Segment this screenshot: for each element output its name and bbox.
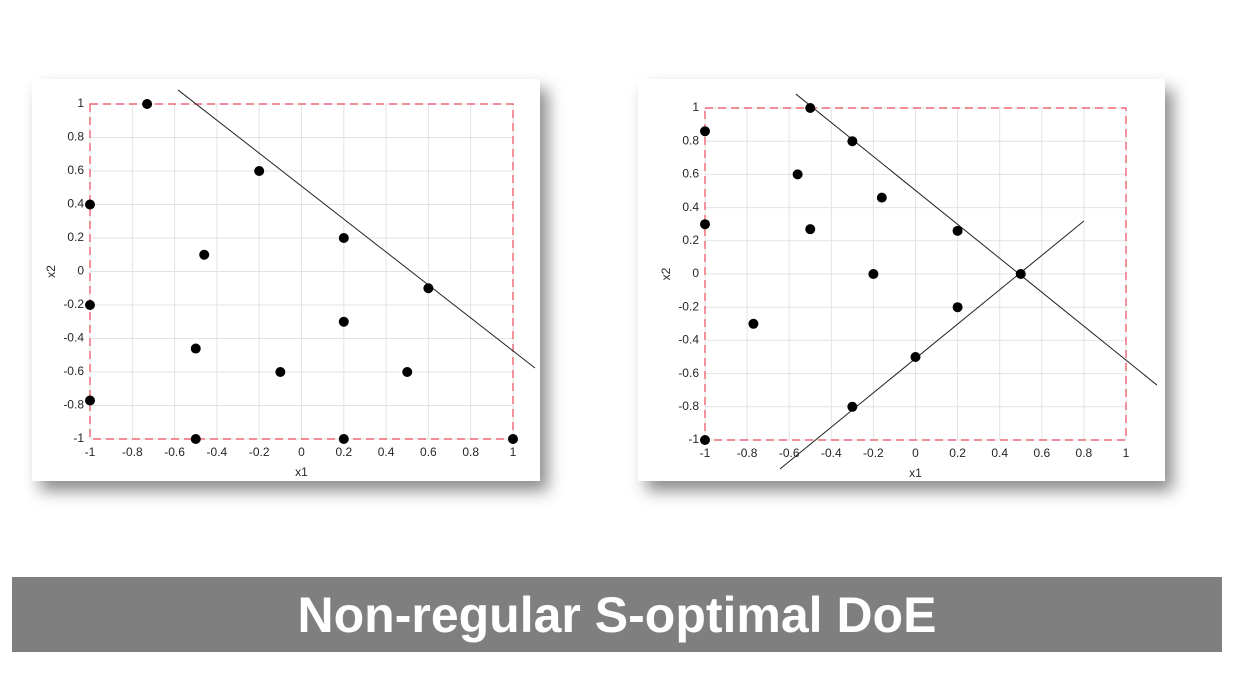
y-tick-label: 0.2 (67, 230, 84, 244)
x-tick-label: -0.2 (863, 446, 884, 460)
point (199, 249, 210, 260)
x-tick-label: -0.2 (249, 445, 270, 459)
y-tick-label: 0 (77, 264, 84, 278)
point (910, 352, 921, 362)
point (275, 367, 286, 377)
point (1015, 269, 1026, 279)
point (868, 269, 879, 279)
point (700, 126, 710, 137)
x-tick-label: 0.6 (1033, 446, 1050, 460)
point (952, 225, 963, 236)
point (748, 318, 759, 329)
region-boundary (89, 103, 514, 440)
y-axis-label: x2 (659, 267, 673, 280)
y-tick-label: 0.2 (682, 233, 699, 247)
x-tick-label: -0.8 (122, 445, 143, 459)
point (700, 219, 710, 230)
panel (32, 79, 540, 481)
line (779, 220, 1085, 470)
x-tick-label: 0 (298, 445, 305, 459)
x-tick-label: 0.4 (991, 446, 1008, 460)
y-tick-label: -0.2 (678, 299, 699, 313)
y-tick-label: 0.6 (682, 167, 699, 181)
line (177, 89, 536, 369)
x-axis-label: x1 (909, 466, 922, 480)
point (254, 166, 265, 176)
y-tick-label: -1 (688, 432, 699, 446)
y-tick-label: 0.8 (682, 133, 699, 147)
point (338, 233, 349, 243)
point (700, 435, 710, 445)
x-tick-label: -0.4 (207, 445, 228, 459)
x-tick-label: -0.8 (737, 446, 758, 460)
y-tick-label: -0.2 (63, 297, 84, 311)
y-tick-label: 0.8 (67, 130, 84, 144)
y-tick-label: -0.4 (63, 331, 84, 345)
point (85, 199, 95, 210)
y-tick-label: 0.4 (67, 197, 84, 211)
region-boundary (704, 107, 1127, 441)
x-tick-label: 0.6 (420, 445, 437, 459)
point (792, 169, 803, 180)
point (508, 434, 518, 444)
x-tick-label: -1 (85, 445, 96, 459)
point (402, 367, 413, 377)
x-tick-label: 0.2 (949, 446, 966, 460)
panel (638, 79, 1165, 481)
x-tick-label: -0.6 (164, 445, 185, 459)
point (338, 434, 349, 444)
point (85, 300, 95, 310)
y-tick-label: 1 (77, 96, 84, 110)
point (805, 103, 816, 113)
point (847, 136, 858, 147)
x-tick-label: 0.2 (335, 445, 352, 459)
y-tick-label: 1 (692, 100, 699, 114)
x-tick-label: 1 (510, 445, 517, 459)
x-tick-label: -1 (700, 446, 711, 460)
point (876, 192, 887, 203)
point (805, 224, 816, 235)
y-tick-label: 0.4 (682, 200, 699, 214)
y-tick-label: -0.6 (678, 366, 699, 380)
x-tick-label: 1 (1123, 446, 1130, 460)
charts: -1 -0.8 -0.6 -0.4 -0.2 0 0.2 0.4 0.6 0.8 1 -1 -0.8 -0… (32, 79, 1165, 481)
x-tick-label: 0.8 (462, 445, 479, 459)
point (847, 401, 858, 412)
point (338, 316, 349, 327)
point (952, 302, 963, 313)
point (190, 343, 201, 354)
point (423, 283, 434, 294)
x-tick-label: -0.4 (821, 446, 842, 460)
y-tick-label: -0.8 (678, 399, 699, 413)
point (190, 434, 201, 444)
x-axis-label: x1 (295, 465, 308, 479)
title-banner: Non-regular S-optimal DoE (12, 577, 1222, 652)
y-tick-label: -1 (73, 431, 84, 445)
x-tick-label: 0.4 (378, 445, 395, 459)
y-axis-label: x2 (44, 265, 58, 278)
point (142, 99, 153, 109)
x-tick-label: 0 (912, 446, 919, 460)
y-tick-label: -0.8 (63, 398, 84, 412)
x-tick-label: 0.8 (1076, 446, 1093, 460)
y-tick-label: 0.6 (67, 163, 84, 177)
point (85, 395, 95, 406)
y-tick-label: -0.4 (678, 333, 699, 347)
y-tick-label: 0 (692, 266, 699, 280)
x-tick-label: -0.6 (779, 446, 800, 460)
y-tick-label: -0.6 (63, 364, 84, 378)
